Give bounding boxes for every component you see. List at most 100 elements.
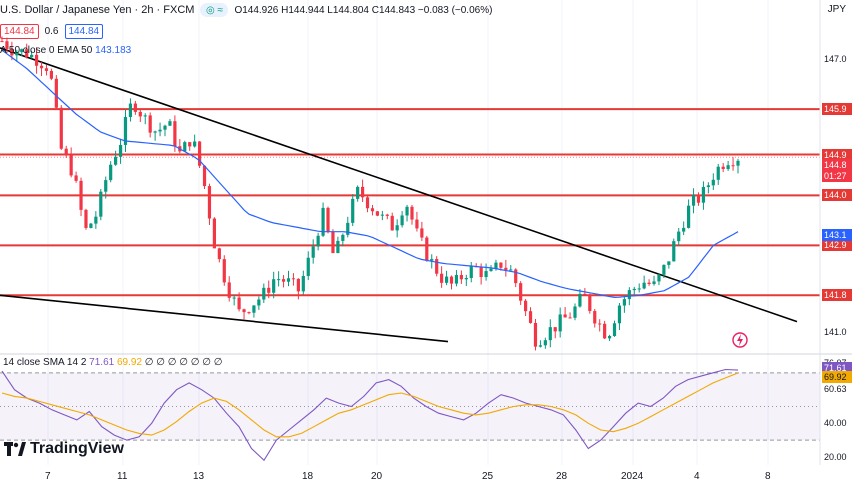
trendline-upper bbox=[0, 47, 798, 323]
sell-button[interactable]: 144.84 bbox=[0, 24, 39, 39]
flash-icon[interactable] bbox=[731, 331, 749, 349]
candle-body-105 bbox=[519, 283, 523, 301]
symbol-title[interactable]: U.S. Dollar / Japanese Yen · 2h · FXCM bbox=[0, 4, 195, 16]
market-status-badge[interactable]: ◎ ≈ bbox=[200, 3, 229, 17]
ema-line bbox=[1, 49, 739, 299]
rsi-tick-60: 60.63 bbox=[824, 383, 847, 394]
candle-body-61 bbox=[301, 275, 305, 292]
candle-body-23 bbox=[114, 156, 118, 165]
logo-text: TradingView bbox=[30, 440, 124, 457]
rsi-ma-label: 69.92 bbox=[822, 370, 852, 383]
rsi-legend[interactable]: 14 close SMA 14 2 71.61 69.92 ∅ ∅ ∅ ∅ ∅ … bbox=[3, 357, 222, 368]
candle-body-60 bbox=[296, 278, 300, 292]
candle-body-41 bbox=[202, 165, 207, 187]
time-tick-1: 11 bbox=[117, 471, 128, 482]
trade-buttons: 144.84 0.6 144.84 bbox=[0, 24, 104, 39]
time-tick-6: 28 bbox=[556, 471, 568, 482]
candle-body-2 bbox=[10, 48, 14, 56]
candle-body-1 bbox=[5, 41, 9, 49]
candle-body-19 bbox=[94, 216, 98, 224]
candle-body-78 bbox=[385, 214, 389, 216]
candle-body-103 bbox=[509, 269, 513, 271]
candle-body-44 bbox=[217, 248, 221, 260]
level-label-0: 145.9 bbox=[822, 103, 852, 116]
candle-body-146 bbox=[721, 166, 725, 169]
time-tick-0: 7 bbox=[45, 471, 51, 482]
candle-body-66 bbox=[326, 207, 330, 232]
candle-body-59 bbox=[291, 278, 296, 280]
candle-body-99 bbox=[489, 268, 493, 272]
candle-body-137 bbox=[677, 231, 681, 242]
candle-body-116 bbox=[573, 306, 577, 318]
candle-body-120 bbox=[593, 311, 597, 324]
candle-body-127 bbox=[627, 290, 631, 300]
candle-body-35 bbox=[173, 121, 177, 147]
candle-body-54 bbox=[267, 287, 271, 293]
candle-body-14 bbox=[69, 154, 73, 176]
candle-body-13 bbox=[64, 148, 68, 155]
candle-body-83 bbox=[410, 206, 414, 220]
candle-body-122 bbox=[603, 323, 607, 339]
candle-body-126 bbox=[622, 299, 626, 306]
candle-body-88 bbox=[435, 259, 439, 274]
price-tick-last: 141.0 bbox=[824, 326, 847, 337]
candle-body-84 bbox=[415, 219, 419, 229]
candle-body-95 bbox=[469, 266, 473, 279]
candle-body-72 bbox=[356, 186, 360, 199]
candle-body-25 bbox=[123, 117, 128, 145]
candle-body-124 bbox=[612, 323, 617, 337]
candle-body-90 bbox=[444, 276, 449, 283]
candle-body-12 bbox=[59, 107, 63, 149]
time-tick-9: 8 bbox=[765, 471, 771, 482]
candle-body-104 bbox=[514, 269, 518, 284]
candle-body-133 bbox=[657, 274, 661, 282]
candle-body-85 bbox=[420, 228, 424, 238]
candle-body-32 bbox=[158, 129, 162, 132]
candle-body-30 bbox=[148, 115, 152, 133]
candle-body-113 bbox=[558, 314, 562, 332]
rsi-label: 14 close SMA 14 2 bbox=[3, 357, 87, 368]
candle-body-131 bbox=[647, 282, 651, 285]
level-label-1: 144.9 bbox=[822, 148, 852, 161]
candle-body-89 bbox=[440, 273, 444, 283]
candle-body-86 bbox=[425, 237, 429, 261]
buy-button[interactable]: 144.84 bbox=[64, 24, 104, 39]
candle-body-63 bbox=[311, 246, 315, 258]
candle-body-148 bbox=[731, 165, 735, 167]
candles bbox=[0, 36, 740, 351]
candle-body-8 bbox=[39, 65, 44, 69]
candle-body-43 bbox=[212, 218, 217, 249]
candle-body-28 bbox=[138, 111, 142, 117]
tradingview-logo[interactable]: TradingView bbox=[4, 440, 124, 458]
rsi-series-1 bbox=[1, 372, 739, 438]
ma-label: A 50 close 0 EMA 50 bbox=[0, 45, 93, 56]
time-tick-4: 20 bbox=[371, 471, 383, 482]
ma-legend[interactable]: A 50 close 0 EMA 50 143.183 bbox=[0, 45, 131, 56]
candle-body-144 bbox=[711, 179, 715, 186]
candle-body-62 bbox=[306, 257, 310, 276]
time-tick-3: 18 bbox=[302, 471, 314, 482]
candle-body-125 bbox=[617, 305, 622, 324]
ema-price-label: 143.1 bbox=[822, 229, 852, 242]
candle-body-21 bbox=[104, 180, 108, 192]
candle-body-128 bbox=[632, 288, 636, 291]
candle-body-77 bbox=[380, 214, 384, 216]
level-label-2: 144.0 bbox=[822, 189, 852, 202]
candle-body-79 bbox=[390, 215, 394, 231]
candle-body-75 bbox=[370, 208, 375, 212]
candle-body-76 bbox=[375, 211, 380, 216]
candle-body-97 bbox=[479, 266, 483, 278]
last-price-label: 144.8 bbox=[822, 159, 852, 171]
candle-body-26 bbox=[128, 103, 133, 118]
candle-body-123 bbox=[607, 336, 612, 339]
ohlc-values: O144.926 H144.944 L144.804 C144.843 −0.0… bbox=[234, 4, 493, 16]
candle-body-81 bbox=[400, 215, 404, 226]
candle-body-33 bbox=[163, 125, 167, 130]
candle-body-143 bbox=[706, 185, 710, 187]
candle-body-18 bbox=[89, 223, 93, 228]
candle-body-42 bbox=[207, 186, 212, 219]
candle-body-15 bbox=[74, 175, 78, 181]
candle-body-101 bbox=[499, 262, 503, 268]
